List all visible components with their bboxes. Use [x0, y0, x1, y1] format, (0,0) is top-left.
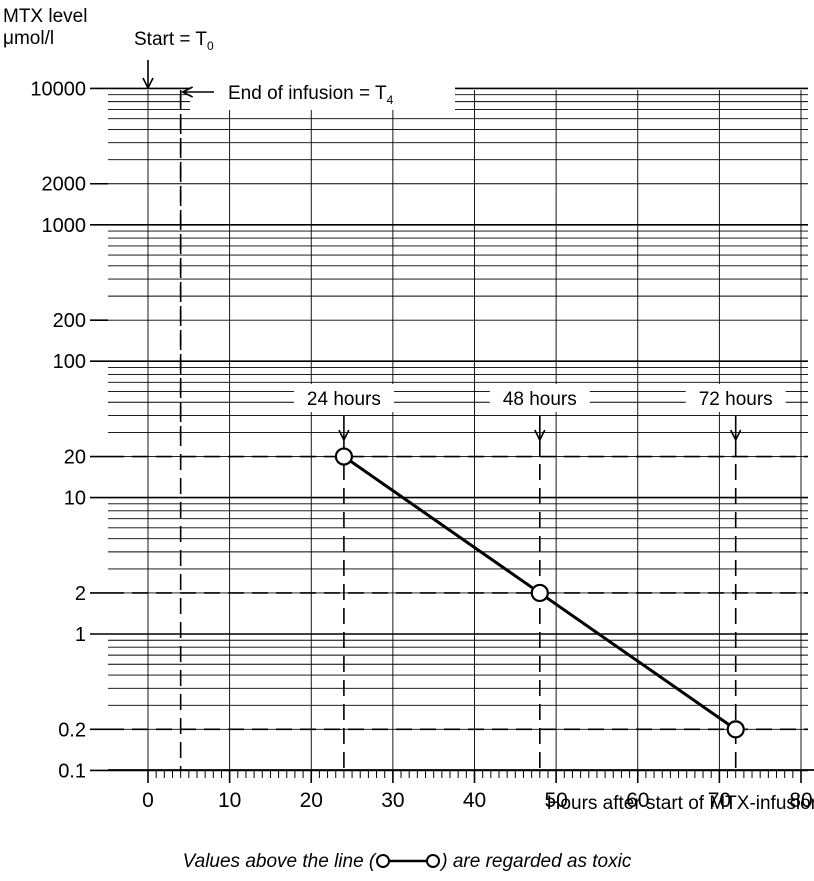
series: [334, 447, 745, 739]
start-label: Start = T0: [134, 29, 214, 53]
y-tick-label: 20: [64, 447, 86, 469]
hour-annotation: 48 hours: [503, 389, 577, 410]
annotation-bg: [489, 384, 590, 412]
y-axis-title: MTX level μmol/l: [3, 6, 87, 50]
end-arrowhead: [180, 86, 194, 98]
x-tick-label: 60: [626, 789, 649, 812]
x-tick-label: 40: [463, 789, 486, 812]
end-label-sub: 4: [387, 93, 394, 107]
y-tick-label: 10000: [30, 78, 86, 100]
annotation-arrowhead: [729, 429, 742, 442]
x-tick-label: 80: [789, 789, 812, 812]
y-tick-label: 100: [53, 351, 86, 373]
data-point: [530, 583, 549, 603]
legend-line-sample: [376, 854, 441, 868]
annotation-bg: [685, 384, 786, 412]
axes: [90, 87, 814, 783]
x-tick-label: 10: [218, 789, 241, 812]
y-tick-label: 1: [75, 624, 86, 646]
x-tick-label: 50: [544, 789, 567, 812]
x-axis-title: Hours after start of MTX-infusion: [547, 793, 814, 814]
end-label: End of infusion = T4: [228, 83, 394, 107]
data-point: [726, 720, 745, 739]
annotation-arrowhead: [338, 429, 350, 442]
y-tick-label: 0.2: [58, 719, 86, 741]
grid: [108, 78, 808, 772]
y-tick-label: 200: [53, 310, 86, 332]
x-tick-label: 0: [142, 789, 154, 812]
x-tick-label: 70: [708, 789, 731, 812]
reference-lines: [108, 90, 808, 770]
start-label-sub: 0: [207, 39, 214, 53]
y-axis-title-line1: MTX level: [3, 6, 88, 27]
footnote-text-after: ) are regarded as toxic: [441, 851, 632, 872]
y-axis-title-line2: μmol/l: [3, 28, 55, 49]
x-tick-label: 30: [381, 789, 404, 812]
y-tick-label: 2: [75, 583, 86, 605]
y-tick-label: 2000: [42, 174, 87, 196]
hour-annotation: 24 hours: [307, 389, 381, 410]
footnote-text-before: Values above the line (: [182, 851, 376, 872]
data-point: [334, 447, 353, 466]
start-arrowhead: [142, 77, 154, 90]
footnote: Values above the line ( ) are regarded a…: [0, 851, 814, 873]
y-tick-label: 0.1: [58, 760, 86, 782]
end-label-bg: [190, 78, 455, 110]
annotation-arrowhead: [534, 429, 546, 442]
x-tick-label: 20: [300, 789, 323, 812]
y-tick-label: 10: [64, 488, 86, 510]
annotation-bg: [293, 384, 394, 412]
hour-annotation: 72 hours: [699, 389, 773, 410]
y-tick-label: 1000: [42, 215, 87, 237]
